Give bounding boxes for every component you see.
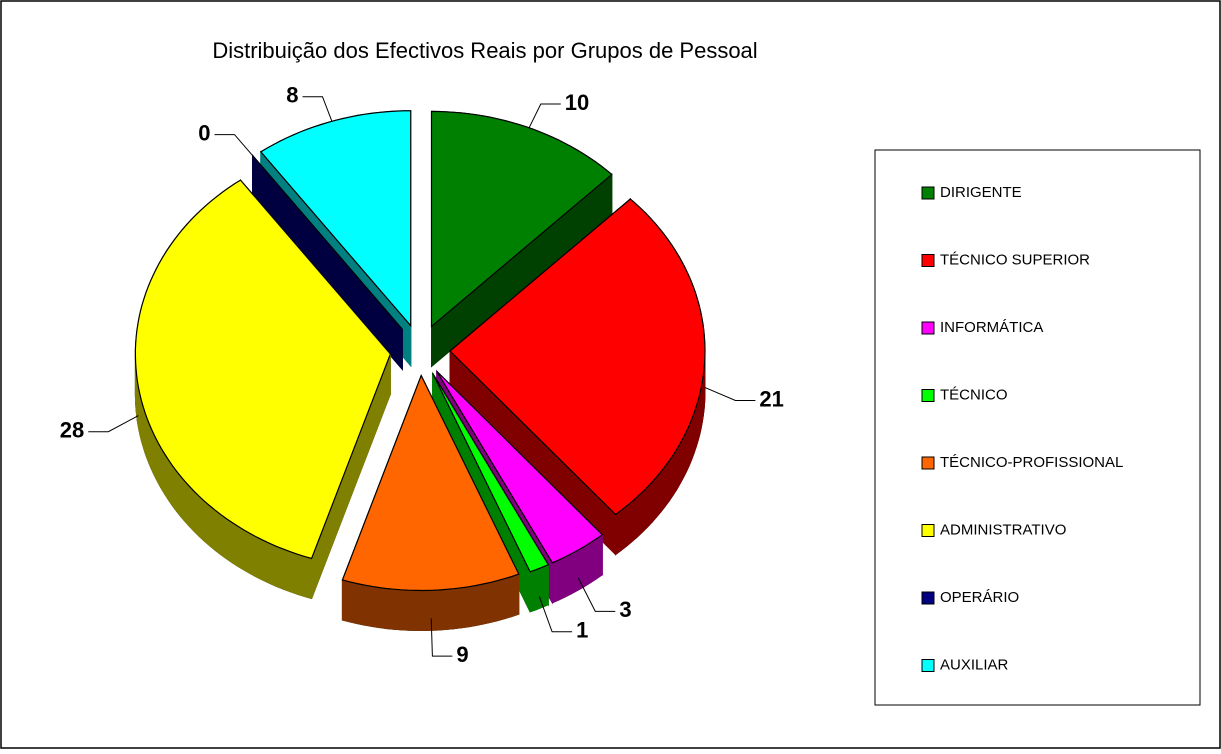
slice-side bbox=[616, 510, 622, 554]
slice-side bbox=[168, 460, 172, 506]
legend-swatch bbox=[922, 525, 934, 537]
slice-side bbox=[454, 588, 462, 629]
legend-label: AUXILIAR bbox=[940, 656, 1009, 673]
slice-side bbox=[542, 565, 548, 608]
slice-side bbox=[591, 539, 597, 583]
slice-side bbox=[638, 492, 643, 537]
legend-swatch bbox=[922, 187, 934, 199]
slice-side bbox=[409, 590, 417, 630]
slice-side bbox=[483, 582, 490, 624]
slice-side bbox=[657, 471, 661, 516]
slice-side bbox=[180, 476, 184, 521]
legend-label: ADMINISTRATIVO bbox=[940, 521, 1066, 538]
slice-side bbox=[250, 534, 256, 578]
slice-side bbox=[416, 590, 424, 630]
slice-side bbox=[673, 449, 677, 495]
slice-side bbox=[204, 501, 209, 546]
data-label: 21 bbox=[759, 386, 783, 411]
slice-side bbox=[648, 482, 653, 527]
slice-side bbox=[431, 590, 439, 630]
slice-side bbox=[652, 477, 657, 522]
legend-label: INFORMÁTICA bbox=[940, 319, 1043, 336]
slice-side bbox=[161, 448, 165, 494]
legend-swatch bbox=[922, 592, 934, 604]
slice-side bbox=[621, 506, 627, 550]
legend-box bbox=[875, 150, 1200, 705]
slice-side bbox=[498, 579, 505, 621]
legend-swatch bbox=[922, 390, 934, 402]
slice-side bbox=[401, 590, 409, 630]
slice-side bbox=[215, 510, 221, 554]
slice-side bbox=[627, 501, 632, 546]
slice-side bbox=[357, 584, 364, 626]
data-label: 8 bbox=[286, 83, 298, 108]
slice-side bbox=[512, 574, 519, 616]
slice-side bbox=[194, 491, 199, 536]
data-label: 10 bbox=[565, 90, 589, 115]
slice-side bbox=[283, 549, 290, 592]
slice-side bbox=[220, 514, 226, 558]
slice-side bbox=[176, 471, 180, 516]
legend-swatch bbox=[922, 457, 934, 469]
data-label: 9 bbox=[456, 642, 468, 667]
slice-side bbox=[238, 526, 244, 570]
slice-side bbox=[439, 589, 447, 630]
data-label: 28 bbox=[60, 417, 84, 442]
data-label: 3 bbox=[619, 597, 631, 622]
slice-side bbox=[257, 537, 264, 580]
legend-label: TÉCNICO SUPERIOR bbox=[940, 251, 1090, 268]
slice-side bbox=[209, 505, 214, 549]
slice-side bbox=[552, 560, 559, 603]
slice-side bbox=[371, 586, 378, 627]
slice-side bbox=[566, 553, 572, 596]
legend-swatch bbox=[922, 660, 934, 672]
legend-swatch bbox=[922, 255, 934, 267]
slice-side bbox=[277, 546, 284, 589]
slice-side bbox=[572, 550, 578, 593]
slice-side bbox=[597, 535, 603, 579]
slice-side bbox=[461, 587, 468, 628]
slice-side bbox=[424, 590, 432, 630]
legend-label: OPERÁRIO bbox=[940, 589, 1019, 606]
slice-side bbox=[559, 557, 566, 600]
legend-label: TÉCNICO bbox=[940, 386, 1008, 403]
data-label: 1 bbox=[576, 618, 588, 643]
slice-side bbox=[290, 552, 297, 595]
slice-side bbox=[530, 570, 536, 612]
slice-side bbox=[446, 589, 453, 630]
slice-side bbox=[394, 589, 402, 630]
legend-swatch bbox=[922, 322, 934, 334]
slice-side bbox=[297, 554, 304, 596]
data-label: 0 bbox=[198, 120, 210, 145]
slice-side bbox=[304, 556, 311, 598]
slice-side bbox=[386, 589, 394, 630]
slice-side bbox=[643, 487, 648, 532]
slice-side bbox=[379, 588, 386, 629]
slice-side bbox=[226, 518, 232, 562]
slice-side bbox=[270, 543, 277, 586]
slice-side bbox=[172, 465, 176, 510]
slice-side bbox=[505, 577, 512, 619]
legend-label: DIRIGENTE bbox=[940, 184, 1022, 201]
slice-side bbox=[469, 586, 476, 627]
slice-side bbox=[666, 460, 670, 506]
legend-label: TÉCNICO-PROFISSIONAL bbox=[940, 454, 1123, 471]
slice-side bbox=[244, 530, 250, 574]
slice-side bbox=[670, 455, 674, 501]
slice-side bbox=[661, 466, 665, 511]
slice-side bbox=[632, 497, 637, 542]
slice-side bbox=[263, 540, 270, 583]
slice-side bbox=[364, 585, 371, 626]
slice-side bbox=[232, 522, 238, 566]
slice-side bbox=[185, 481, 190, 526]
slice-side bbox=[476, 584, 483, 626]
chart-title: Distribuição dos Efectivos Reais por Gru… bbox=[212, 38, 757, 63]
slice-side bbox=[585, 543, 591, 587]
slice-side bbox=[165, 454, 169, 500]
slice-side bbox=[490, 581, 497, 623]
slice-side bbox=[199, 496, 204, 541]
slice-side bbox=[189, 486, 194, 531]
